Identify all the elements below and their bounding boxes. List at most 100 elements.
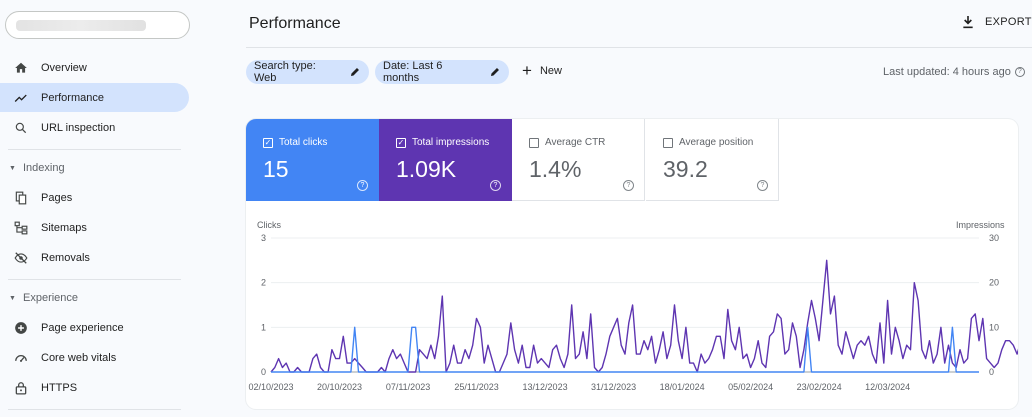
new-label: New <box>539 64 562 77</box>
chip-label: Date: Last 6 months <box>383 60 443 84</box>
sidebar-item-label: Overview <box>41 61 87 74</box>
divider <box>8 279 181 280</box>
metric-value: 1.09K <box>396 156 457 182</box>
metric-average-ctr[interactable]: Average CTR 1.4% ? <box>512 119 645 201</box>
checkbox-unchecked-icon[interactable] <box>529 137 539 148</box>
sidebar-item-pages[interactable]: Pages <box>0 183 189 212</box>
last-updated-label: Last updated: 4 hours ago <box>883 66 1011 78</box>
lock-icon <box>14 381 28 395</box>
new-filter-button[interactable]: + New <box>522 62 562 79</box>
header-divider <box>246 47 1032 48</box>
x-tick-label: 13/12/2023 <box>523 382 568 392</box>
help-icon[interactable]: ? <box>757 180 768 191</box>
search-icon <box>14 121 28 135</box>
help-icon[interactable]: ? <box>623 180 634 191</box>
page-title: Performance <box>249 15 341 32</box>
x-tick-label: 20/10/2023 <box>317 382 362 392</box>
help-icon[interactable]: ? <box>1014 67 1025 77</box>
section-title: Experience <box>23 292 79 304</box>
help-icon[interactable]: ? <box>357 180 368 191</box>
y2-tick-label: 10 <box>989 322 999 332</box>
sitemap-icon <box>14 221 28 235</box>
y-axis-title-impressions: Impressions <box>956 220 1005 230</box>
sidebar-item-label: HTTPS <box>41 381 78 394</box>
speedometer-icon <box>14 351 28 365</box>
sidebar-item-label: Pages <box>41 191 73 204</box>
plus-icon: + <box>522 61 532 80</box>
date-filter-chip[interactable]: Date: Last 6 months <box>375 60 509 84</box>
sidebar-item-label: Removals <box>41 251 90 264</box>
sidebar-item-page-experience[interactable]: Page experience <box>0 313 189 342</box>
metric-label: Total impressions <box>412 137 490 148</box>
checkbox-checked-icon[interactable]: ✓ <box>263 137 273 148</box>
metric-label: Average CTR <box>545 137 606 148</box>
sidebar: Overview Performance URL inspection ▼ In… <box>0 0 196 417</box>
sidebar-item-label: Page experience <box>41 321 124 334</box>
checkbox-checked-icon[interactable]: ✓ <box>396 137 406 148</box>
home-icon <box>14 61 28 75</box>
sidebar-item-label: Core web vitals <box>41 351 117 364</box>
sidebar-item-removals[interactable]: Removals <box>0 243 189 272</box>
export-button[interactable]: EXPORT <box>960 14 1032 30</box>
metric-label: Total clicks <box>279 137 328 148</box>
x-tick-label: 12/03/2024 <box>865 382 910 392</box>
download-icon <box>963 16 973 29</box>
metric-average-position[interactable]: Average position 39.2 ? <box>646 119 779 201</box>
sidebar-item-label: Sitemaps <box>41 221 87 234</box>
series-line-impressions <box>270 259 1018 373</box>
metric-total-impressions[interactable]: ✓ Total impressions 1.09K ? <box>379 119 512 201</box>
y2-tick-label: 20 <box>989 278 999 288</box>
pages-icon <box>14 191 28 205</box>
section-indexing[interactable]: ▼ Indexing <box>0 158 189 178</box>
sidebar-item-sitemaps[interactable]: Sitemaps <box>0 213 189 242</box>
trending-up-icon <box>14 91 28 105</box>
pencil-icon <box>351 68 360 76</box>
sidebar-item-label: Performance <box>41 91 104 104</box>
y-tick-label: 2 <box>261 278 266 288</box>
metric-total-clicks[interactable]: ✓ Total clicks 15 ? <box>246 119 379 201</box>
x-tick-label: 05/02/2024 <box>728 382 773 392</box>
metric-value: 15 <box>263 156 289 182</box>
x-tick-label: 23/02/2024 <box>797 382 842 392</box>
x-tick-label: 02/10/2023 <box>248 382 293 392</box>
sidebar-item-core-web-vitals[interactable]: Core web vitals <box>0 343 189 372</box>
sidebar-item-label: URL inspection <box>41 121 116 134</box>
sidebar-item-overview[interactable]: Overview <box>0 53 189 82</box>
last-updated-text: Last updated: 4 hours ago ? <box>883 66 1025 78</box>
eye-off-icon <box>14 251 28 265</box>
checkbox-unchecked-icon[interactable] <box>663 137 673 148</box>
x-tick-label: 07/11/2023 <box>386 382 430 392</box>
divider <box>8 149 181 150</box>
collapse-triangle-icon: ▼ <box>9 294 16 302</box>
x-tick-label: 25/11/2023 <box>454 382 498 392</box>
sidebar-item-url-inspection[interactable]: URL inspection <box>0 113 189 142</box>
section-experience[interactable]: ▼ Experience <box>0 288 189 308</box>
chip-label: Search type: Web <box>254 60 316 84</box>
y2-tick-label: 0 <box>989 367 994 377</box>
export-label: EXPORT <box>985 16 1032 28</box>
y2-tick-label: 30 <box>989 233 999 243</box>
sidebar-item-performance[interactable]: Performance <box>0 83 189 112</box>
x-tick-label: 31/12/2023 <box>591 382 636 392</box>
sidebar-item-https[interactable]: HTTPS <box>0 373 189 402</box>
y-tick-label: 3 <box>261 233 266 243</box>
section-title: Indexing <box>23 162 65 174</box>
pencil-icon <box>491 68 500 76</box>
y-axis-title-clicks: Clicks <box>257 220 281 230</box>
search-type-filter-chip[interactable]: Search type: Web <box>246 60 369 84</box>
metric-label: Average position <box>679 137 754 148</box>
metric-value: 39.2 <box>663 156 708 182</box>
plus-circle-icon <box>14 321 28 335</box>
series-line-clicks <box>271 326 979 373</box>
help-icon[interactable]: ? <box>490 180 501 191</box>
property-selector[interactable] <box>5 11 190 39</box>
y-tick-label: 1 <box>261 322 266 332</box>
x-tick-label: 18/01/2024 <box>660 382 705 392</box>
performance-card: ✓ Total clicks 15 ? ✓ Total impressions 1.… <box>246 119 1018 409</box>
divider <box>8 409 181 410</box>
collapse-triangle-icon: ▼ <box>9 164 16 172</box>
y-tick-label: 0 <box>261 367 266 377</box>
metric-value: 1.4% <box>529 156 582 182</box>
property-name-redacted <box>16 20 146 31</box>
